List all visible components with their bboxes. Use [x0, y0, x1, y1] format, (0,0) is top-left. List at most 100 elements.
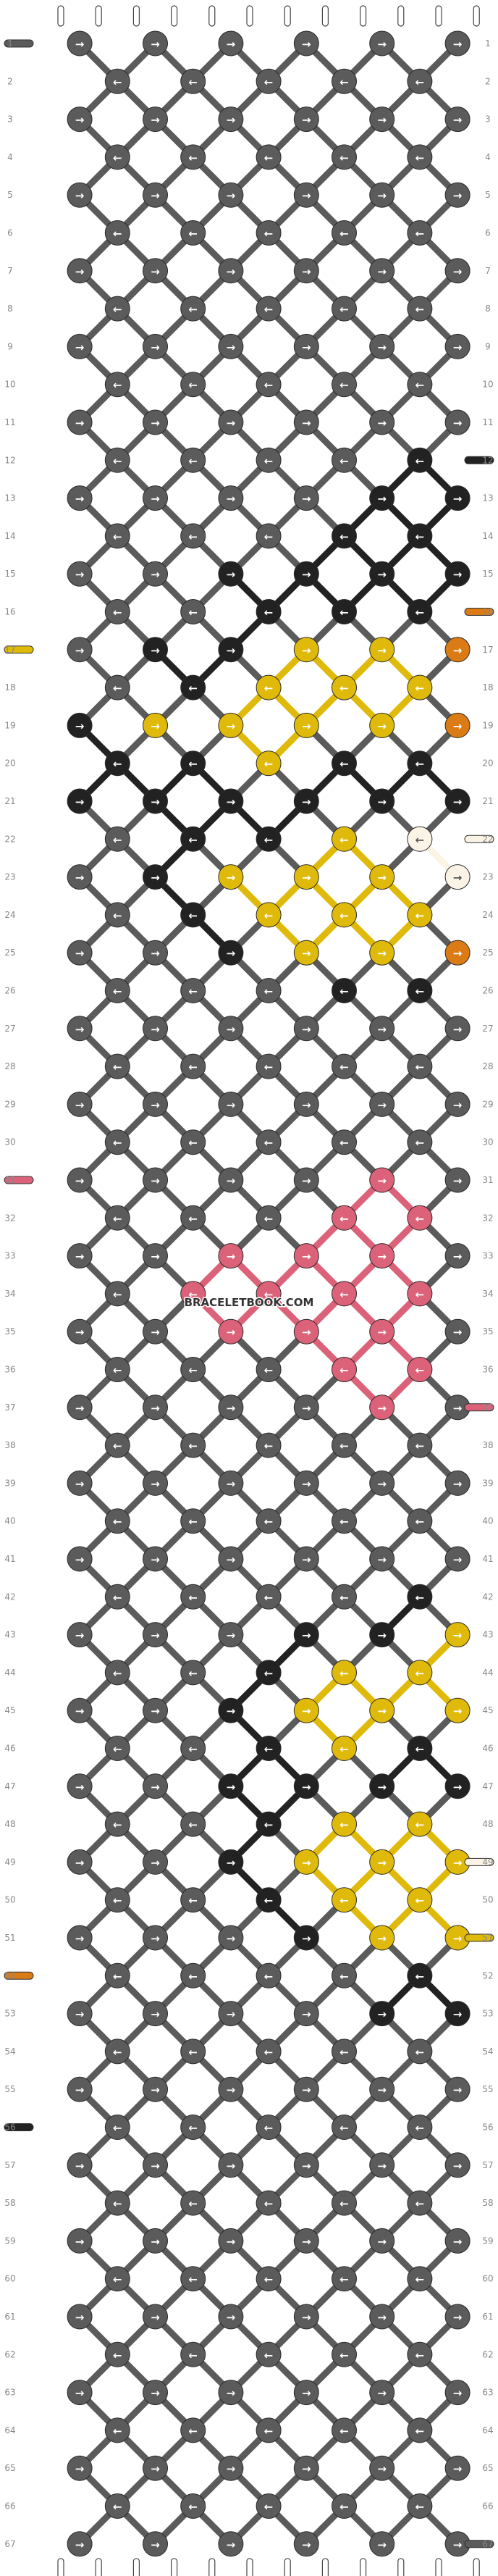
knot: [369, 940, 395, 966]
string-top-end: [95, 5, 102, 27]
string-top-end: [57, 5, 64, 27]
knot: [67, 106, 93, 133]
knot-arrow: ←: [188, 1439, 198, 1452]
knot: [67, 2531, 93, 2557]
knot-arrow: ←: [113, 2349, 122, 2362]
knot-arrow: →: [227, 417, 236, 430]
knot: [293, 2531, 319, 2557]
knot-arrow: ←: [264, 758, 274, 771]
knot: [218, 1394, 244, 1421]
row-number-right: 63: [482, 2388, 493, 2398]
knot: [67, 1243, 93, 1269]
knot: [218, 1167, 244, 1193]
knot: [218, 1925, 244, 1951]
knot-arrow: ←: [415, 1894, 425, 1907]
row-number-right: 10: [482, 380, 493, 390]
knot-arrow: ←: [264, 1137, 274, 1150]
knot-arrow: ←: [113, 1743, 122, 1756]
knot-arrow: ←: [339, 151, 349, 164]
knot-arrow: ←: [113, 2273, 122, 2286]
row-number-right: 14: [482, 531, 493, 541]
knot-arrow: →: [151, 1629, 160, 1642]
knot: [332, 68, 357, 94]
knot-arrow: →: [377, 1629, 387, 1642]
knot-arrow: →: [75, 1023, 85, 1036]
row-number-right: 39: [482, 1478, 493, 1488]
knot-arrow: →: [302, 568, 311, 581]
row-number-left: 40: [4, 1516, 15, 1526]
row-number-right: 5: [485, 190, 491, 200]
row-number-right: 66: [482, 2501, 493, 2512]
knot-arrow: ←: [415, 909, 425, 922]
knot: [369, 1546, 395, 1572]
row-number-left: 46: [4, 1744, 15, 1754]
knot: [407, 372, 433, 398]
knot-arrow: ←: [188, 1591, 198, 1604]
knot: [67, 182, 93, 208]
knot: [67, 1091, 93, 1117]
knot-arrow: ←: [339, 1439, 349, 1452]
knot: [104, 978, 130, 1003]
row-number-left: 61: [4, 2312, 15, 2322]
row-number-right: 35: [482, 1326, 493, 1337]
knot: [218, 712, 244, 738]
knot-arrow: ←: [113, 75, 122, 88]
knot: [407, 220, 433, 246]
knot-arrow: →: [377, 417, 387, 430]
knot: [218, 333, 244, 359]
row-number-left: 20: [4, 758, 15, 769]
knot-arrow: →: [151, 1932, 160, 1945]
knot-arrow: ←: [188, 379, 198, 392]
knot: [293, 1243, 319, 1269]
row-number-left: 56: [4, 2123, 15, 2133]
knot-arrow: →: [453, 417, 463, 430]
knot-arrow: ←: [415, 2046, 425, 2059]
knot: [143, 2001, 168, 2027]
knot-arrow: ←: [339, 1212, 349, 1225]
knot: [104, 372, 130, 398]
knot-arrow: →: [75, 1932, 85, 1945]
knot: [332, 902, 357, 928]
knot: [256, 2115, 282, 2140]
row-number-right: 58: [482, 2198, 493, 2208]
knot-arrow: →: [227, 795, 236, 808]
row-number-left: 2: [7, 76, 13, 86]
knot: [407, 447, 433, 473]
knot-arrow: ←: [188, 2046, 198, 2059]
row-number-right: 64: [482, 2425, 493, 2435]
knot-arrow: ←: [188, 1818, 198, 1831]
knot-arrow: →: [302, 1023, 311, 1036]
knot: [143, 1773, 168, 1799]
knot: [218, 1318, 244, 1345]
knot: [67, 2001, 93, 2027]
knot-arrow: ←: [188, 1894, 198, 1907]
knot-arrow: ←: [339, 1970, 349, 1983]
row-number-left: 17: [4, 645, 15, 655]
knot-arrow: ←: [113, 909, 122, 922]
knot: [332, 1432, 357, 1458]
knot: [407, 2038, 433, 2065]
row-number-left: 9: [7, 341, 13, 351]
knot-arrow: →: [227, 2008, 236, 2021]
left-string-tail: [4, 2123, 34, 2131]
knot: [256, 1736, 282, 1761]
knot-arrow: ←: [188, 1970, 198, 1983]
row-number-left: 45: [4, 1705, 15, 1715]
knot-arrow: →: [377, 719, 387, 732]
knot: [143, 1318, 168, 1345]
knot-arrow: ←: [339, 303, 349, 316]
knot-arrow: ←: [339, 2501, 349, 2514]
row-number-right: 38: [482, 1440, 493, 1450]
knot: [369, 1470, 395, 1496]
knot: [218, 788, 244, 814]
knot: [332, 220, 357, 246]
knot: [444, 1016, 470, 1042]
knot-arrow: →: [377, 1402, 387, 1415]
knot-arrow: →: [453, 947, 463, 960]
knot: [104, 599, 130, 624]
row-number-right: 52: [482, 1970, 493, 1981]
knot: [256, 826, 282, 852]
knot: [218, 561, 244, 587]
row-number-left: 52: [4, 1970, 15, 1981]
knot: [104, 1508, 130, 1534]
